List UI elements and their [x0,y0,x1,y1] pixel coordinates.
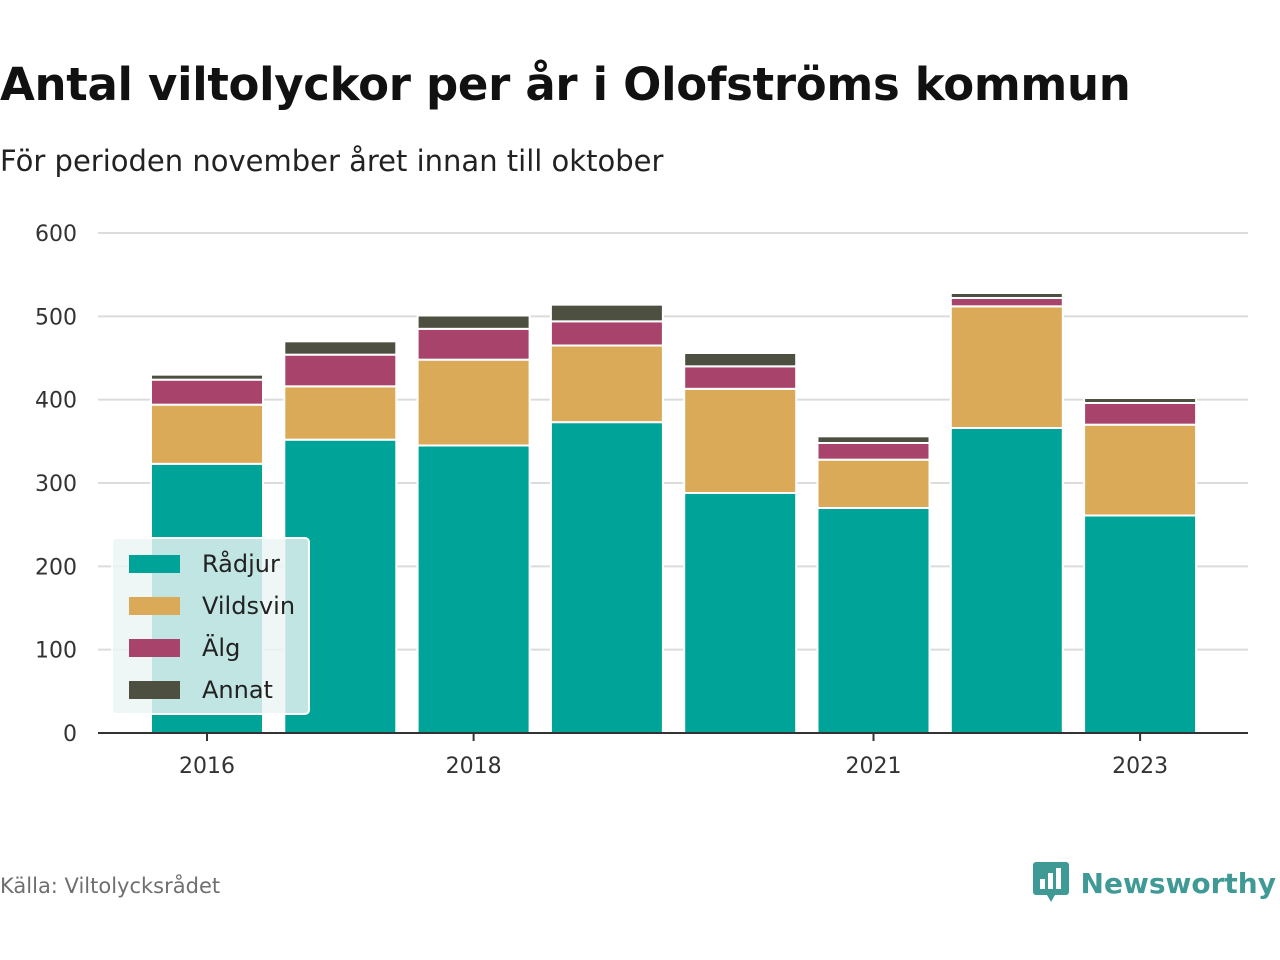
x-tick-label: 2023 [1112,754,1168,779]
bar-segment-Rådjur[interactable] [949,427,1064,734]
bar-segment-Vildsvin[interactable] [1083,423,1198,517]
bar-segment-Vildsvin[interactable] [416,358,531,447]
bar-segment-Vildsvin[interactable] [949,305,1064,430]
bar-segment-Älg[interactable] [416,327,531,361]
chart-subtitle: För perioden november året innan till ok… [0,144,664,178]
y-tick-label: 0 [63,722,77,747]
bar-segment-Vildsvin[interactable] [816,458,931,509]
bar-segment-Älg[interactable] [283,353,398,388]
legend-label[interactable]: Annat [202,676,273,704]
axes: 0 100 200 300 400 500 600 2016 2018 2021 2023 [35,222,1248,779]
bar-segment-Rådjur[interactable] [683,492,798,734]
bar-segment-Annat[interactable] [549,303,664,323]
bar-segment-Älg[interactable] [150,378,264,406]
legend-label[interactable]: Älg [202,633,240,662]
bar-segment-Vildsvin[interactable] [150,403,264,465]
y-tick-label: 300 [35,472,77,497]
bar-segment-Rådjur[interactable] [1083,514,1198,734]
y-tick-label: 200 [35,555,77,580]
bar-segment-Rådjur[interactable] [549,421,664,734]
bar-segment-Vildsvin[interactable] [683,387,798,495]
legend-swatch [129,555,180,573]
brand-name: Newsworthy [1080,866,1276,900]
x-tick-label: 2016 [179,754,235,779]
bar-segment-Älg[interactable] [549,320,664,347]
bar-segment-Annat[interactable] [816,435,931,445]
bar-segment-Annat[interactable] [949,292,1064,299]
bar-segment-Älg[interactable] [683,365,798,390]
bar-segment-Annat[interactable] [683,352,798,368]
newsworthy-logo-icon [1032,862,1069,902]
chart-title: Antal viltolyckor per år i Olofströms ko… [0,58,1131,111]
y-tick-label: 600 [35,222,77,247]
brand-logo[interactable]: Newsworthy [1032,862,1276,904]
y-tick-label: 100 [35,639,77,664]
bar-segment-Annat[interactable] [1083,397,1198,404]
bar-segment-Annat[interactable] [416,314,531,330]
bar-segment-Rådjur[interactable] [816,507,931,734]
legend-swatch [129,681,180,699]
legend-label[interactable]: Rådjur [202,549,280,578]
x-tick-label: 2021 [846,754,902,779]
legend-swatch [129,597,180,615]
bar-segment-Älg[interactable] [816,442,931,461]
bar-segment-Vildsvin[interactable] [549,344,664,424]
x-tick-label: 2018 [446,754,502,779]
legend: Rådjur Vildsvin Älg Annat [111,537,310,715]
bar-segment-Vildsvin[interactable] [283,385,398,441]
y-tick-label: 500 [35,305,77,330]
bar-segment-Älg[interactable] [1083,402,1198,426]
bar-segment-Annat[interactable] [283,340,398,356]
legend-label[interactable]: Vildsvin [202,592,295,620]
bar-segment-Älg[interactable] [949,297,1064,308]
bar-segment-Annat[interactable] [150,373,264,381]
source-note: Källa: Viltolycksrådet [0,874,221,898]
y-tick-label: 400 [35,389,77,414]
bar-segment-Rådjur[interactable] [416,444,531,734]
legend-box [111,537,310,715]
legend-swatch [129,639,180,657]
